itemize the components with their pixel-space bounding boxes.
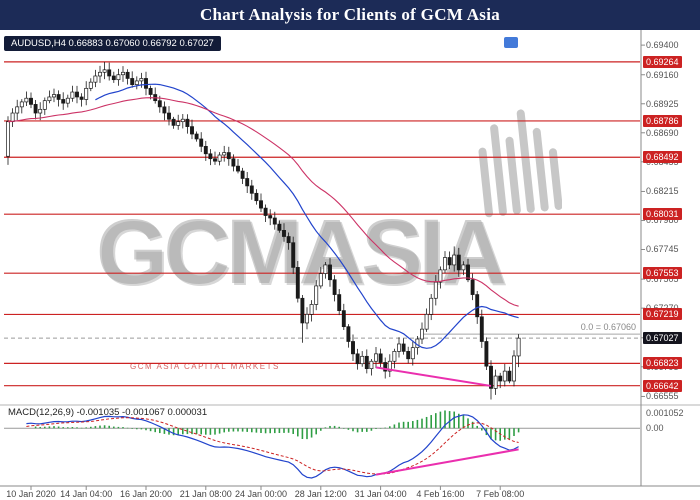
macd-axis-label: 0.001052 — [646, 408, 684, 419]
macd-readout: MACD(12,26,9) -0.001035 -0.001067 0.0000… — [8, 407, 208, 418]
x-axis-label: 28 Jan 12:00 — [294, 489, 347, 499]
price-axis-label: 0.69160 — [646, 69, 679, 80]
price-level-badge: 0.68031 — [643, 208, 682, 221]
price-level-badge: 0.67219 — [643, 308, 682, 321]
price-level-badge: 0.66642 — [643, 379, 682, 392]
chart-overlays: AUDUSD,H4 0.66883 0.67060 0.66792 0.6702… — [0, 30, 700, 500]
price-axis-label: 0.67980 — [646, 215, 679, 226]
symbol-ohlc-readout: AUDUSD,H4 0.66883 0.67060 0.66792 0.6702… — [4, 36, 221, 51]
watermark: GCMASIA GCM ASIA CAPITAL MARKETS — [0, 30, 700, 500]
x-axis-label: 10 Jan 2020 — [6, 489, 56, 499]
macd-axis-label: 0.00 — [646, 423, 664, 434]
price-axis-label: 0.68215 — [646, 186, 679, 197]
x-axis-label: 14 Jan 04:00 — [60, 489, 113, 499]
price-chart-canvas[interactable] — [0, 30, 700, 500]
price-axis-label: 0.68925 — [646, 98, 679, 109]
logo-icon — [504, 37, 518, 48]
price-axis-label: 0.66555 — [646, 391, 679, 402]
page-title: Chart Analysis for Clients of GCM Asia — [199, 5, 501, 24]
price-axis-label: 0.69400 — [646, 40, 679, 51]
watermark-text: GCMASIA — [96, 201, 506, 303]
title-bar: Chart Analysis for Clients of GCM Asia — [0, 0, 700, 30]
price-level-badge: 0.68492 — [643, 151, 682, 164]
watermark-calligraphy-icon — [478, 109, 562, 218]
current-price-badge: 0.67027 — [643, 332, 682, 345]
price-axis-label: 0.68690 — [646, 127, 679, 138]
x-axis-label: 16 Jan 20:00 — [119, 489, 173, 499]
fib-level-label: 0.0 = 0.67060 — [580, 322, 636, 332]
price-level-badge: 0.66823 — [643, 357, 682, 370]
x-axis-label: 24 Jan 00:00 — [234, 489, 288, 499]
price-level-badge: 0.67553 — [643, 267, 682, 280]
price-axis-label: 0.67745 — [646, 244, 679, 255]
x-axis-label: 7 Feb 08:00 — [476, 489, 525, 499]
x-axis-label: 4 Feb 16:00 — [416, 489, 465, 499]
chart-window: GCMASIA GCM ASIA CAPITAL MARKETS AUDUSD,… — [0, 30, 700, 500]
x-axis-label: 31 Jan 04:00 — [354, 489, 407, 499]
price-level-badge: 0.69264 — [643, 55, 682, 68]
x-axis-label: 21 Jan 08:00 — [179, 489, 232, 499]
price-axis-label: 0.67505 — [646, 274, 679, 285]
price-level-badge: 0.68786 — [643, 114, 682, 127]
watermark-caption: GCM ASIA CAPITAL MARKETS — [130, 362, 280, 371]
price-axis-label: 0.67270 — [646, 303, 698, 313]
